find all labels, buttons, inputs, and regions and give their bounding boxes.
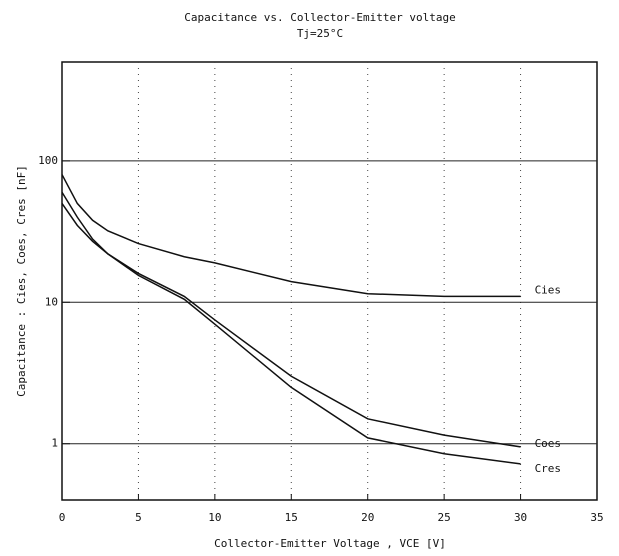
- x-tick-label: 0: [59, 511, 66, 524]
- y-axis-label: Capacitance : Cies, Coes, Cres [nF]: [15, 165, 28, 397]
- series-label: Cres: [535, 462, 562, 475]
- y-tick-label: 100: [38, 154, 58, 167]
- x-axis-label: Collector-Emitter Voltage , VCE [V]: [214, 537, 446, 550]
- x-tick-label: 25: [438, 511, 451, 524]
- chart-subtitle: Tj=25°C: [297, 27, 343, 40]
- x-tick-label: 15: [285, 511, 298, 524]
- series-label: Cies: [535, 283, 562, 296]
- series-line: [61, 191, 521, 448]
- series-line: [61, 174, 521, 298]
- chart-title: Capacitance vs. Collector-Emitter voltag…: [184, 11, 456, 24]
- y-tick-label: 1: [51, 437, 58, 450]
- y-tick-label: 10: [45, 295, 58, 308]
- series-line: [61, 203, 521, 465]
- x-tick-label: 35: [590, 511, 603, 524]
- x-tick-label: 20: [361, 511, 374, 524]
- x-tick-label: 10: [208, 511, 221, 524]
- x-tick-label: 5: [135, 511, 142, 524]
- plot-frame: [61, 61, 598, 501]
- x-tick-label: 30: [514, 511, 527, 524]
- series-label: Coes: [535, 437, 562, 450]
